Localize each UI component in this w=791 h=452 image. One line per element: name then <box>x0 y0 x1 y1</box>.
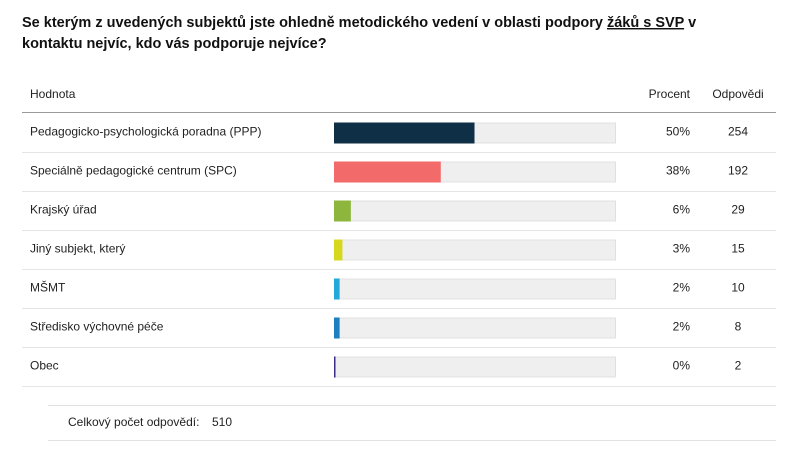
count-label: 29 <box>731 203 745 217</box>
bar <box>334 317 340 339</box>
percent-label: 50% <box>666 125 690 139</box>
row-label: Krajský úřad <box>30 203 97 217</box>
bar <box>334 200 351 222</box>
row-label: Pedagogicko-psychologická poradna (PPP) <box>30 125 261 139</box>
bar-track <box>334 239 616 261</box>
bar <box>334 356 336 378</box>
percent-label: 38% <box>666 164 690 178</box>
count-label: 2 <box>735 359 742 373</box>
percent-label: 0% <box>673 359 691 373</box>
row-label: Obec <box>30 359 59 373</box>
bar <box>334 239 343 261</box>
column-header: Hodnota <box>30 87 76 101</box>
bar-track <box>334 278 616 300</box>
percent-label: 2% <box>673 281 691 295</box>
title-line-1: Se kterým z uvedených subjektů jste ohle… <box>22 15 696 31</box>
count-label: 254 <box>728 125 748 139</box>
count-label: 192 <box>728 164 748 178</box>
title-part: v <box>684 15 696 31</box>
column-header: Odpovědi <box>712 87 763 101</box>
total-label: Celkový počet odpovědí: <box>68 415 199 429</box>
row-label: Jiný subjekt, který <box>30 242 125 256</box>
bar-track <box>334 200 616 222</box>
title-line-2: kontaktu nejvíc, kdo vás podporuje nejví… <box>22 36 327 52</box>
count-label: 10 <box>731 281 745 295</box>
bar-track <box>334 356 616 378</box>
column-header: Procent <box>649 87 691 101</box>
bar <box>334 161 441 183</box>
title-underlined: žáků s SVP <box>607 15 685 31</box>
row-label: MŠMT <box>30 280 66 295</box>
percent-label: 3% <box>673 242 691 256</box>
percent-label: 6% <box>673 203 691 217</box>
row-label: Středisko výchovné péče <box>30 320 164 334</box>
row-label: Speciálně pedagogické centrum (SPC) <box>30 164 237 178</box>
bar-track <box>334 317 616 339</box>
bar <box>334 122 475 144</box>
title-part: Se kterým z uvedených subjektů jste ohle… <box>22 15 607 31</box>
count-label: 8 <box>735 320 742 334</box>
percent-label: 2% <box>673 320 691 334</box>
bar <box>334 278 340 300</box>
count-label: 15 <box>731 242 745 256</box>
total-value: 510 <box>212 415 232 429</box>
